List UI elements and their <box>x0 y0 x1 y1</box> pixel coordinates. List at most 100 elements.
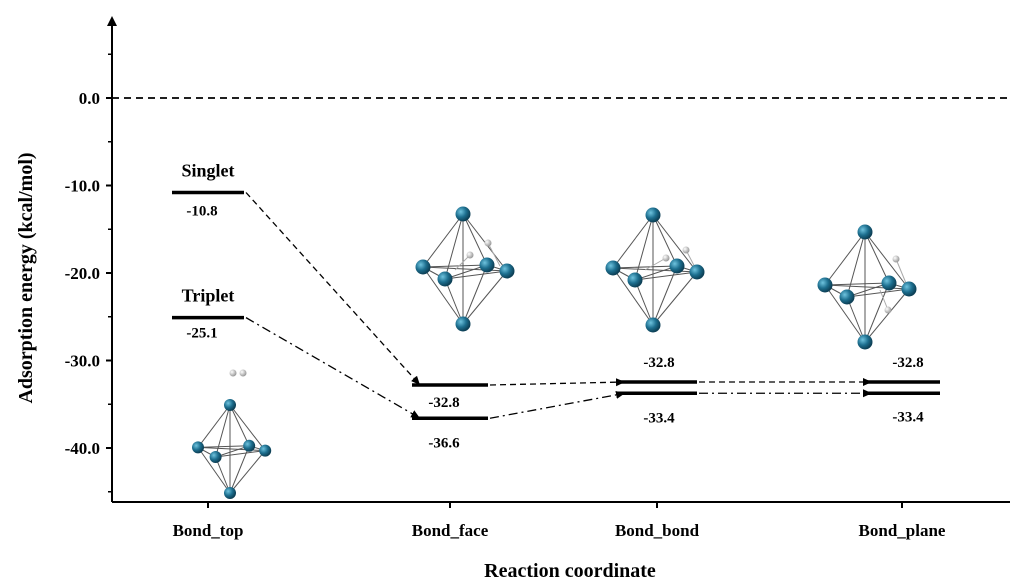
cluster-bond <box>652 265 678 326</box>
value-label-triplet-bond-top: -25.1 <box>186 326 217 342</box>
molecule-bond-top <box>192 399 272 499</box>
metal-atom <box>645 207 661 223</box>
metal-atom <box>627 272 643 288</box>
cluster-bond <box>824 284 866 343</box>
metal-atom <box>881 275 897 291</box>
cluster-bond <box>612 267 654 326</box>
molecule-bond-face <box>415 206 515 332</box>
value-label-singlet-bond-top: -10.8 <box>186 204 217 220</box>
y-ticks: 0.0 -10.0 -20.0 -30.0 -40.0 <box>65 53 112 493</box>
connector-triplet-1 <box>245 317 421 419</box>
metal-atom <box>605 260 621 276</box>
cluster-bond <box>229 450 266 494</box>
connector-singlet-2 <box>489 378 626 387</box>
connector-triplet-2 <box>489 390 626 419</box>
molecule-bond-plane <box>817 224 917 350</box>
adsorbate-bond <box>879 289 889 311</box>
axes <box>107 16 1010 503</box>
hydrogen-atom <box>892 255 900 263</box>
value-label-triplet-bond-plane: -33.4 <box>892 409 924 425</box>
connector-lines <box>245 192 872 419</box>
energy-levels <box>172 190 940 420</box>
y-tick-label: 0.0 <box>79 89 100 108</box>
cluster-bond <box>444 270 508 280</box>
metal-atom <box>415 259 431 275</box>
metal-atom <box>499 263 515 279</box>
metal-atom <box>455 206 471 222</box>
metal-atom <box>437 271 453 287</box>
cluster-bond <box>197 404 231 448</box>
cluster-bond <box>824 284 910 290</box>
x-axis-title: Reaction coordinate <box>484 560 656 582</box>
value-labels: -10.8 -32.8 -32.8 -32.8 -25.1 -36.6 -33.4 -33.4 <box>186 204 924 452</box>
adsorbate-bond <box>644 257 667 271</box>
molecule-illustrations <box>192 206 917 499</box>
metal-atom <box>224 487 236 499</box>
state-label-triplet: Triplet <box>182 286 235 306</box>
metal-atom <box>689 264 705 280</box>
y-tick-label: -30.0 <box>65 352 100 371</box>
cluster-bond <box>634 271 698 281</box>
cluster-bond <box>846 296 866 343</box>
cluster-bond <box>422 266 508 272</box>
adsorbate-bond <box>487 242 501 267</box>
cluster-bond <box>462 270 508 325</box>
cluster-bond <box>462 213 488 266</box>
cluster-bond <box>215 450 266 458</box>
metal-atom <box>901 281 917 297</box>
hydrogen-atom <box>466 251 474 259</box>
cluster-bond <box>864 282 890 343</box>
metal-atom <box>259 444 272 457</box>
cluster-bond <box>197 445 250 448</box>
x-tick-label-bond-face: Bond_face <box>412 521 489 540</box>
cluster-bond <box>229 404 250 447</box>
cluster-bond <box>612 265 678 269</box>
cluster-bond <box>846 288 910 298</box>
hydrogen-atom <box>484 239 492 247</box>
metal-atom <box>857 334 873 350</box>
value-label-singlet-bond-bond: -32.8 <box>643 355 674 371</box>
cluster-bond <box>824 282 890 286</box>
y-axis-arrow <box>107 16 117 26</box>
value-label-triplet-bond-bond: -33.4 <box>643 410 675 426</box>
hydrogen-atom <box>682 246 690 254</box>
hydrogen-atom <box>884 306 892 314</box>
cluster-bond <box>652 214 698 273</box>
cluster-bond <box>864 231 890 284</box>
metal-atom <box>479 257 495 273</box>
metal-atom <box>857 224 873 240</box>
hydrogen-atom <box>229 369 237 377</box>
cluster-bond <box>215 456 231 494</box>
cluster-bond <box>612 267 698 273</box>
metal-atom <box>455 316 471 332</box>
state-label-singlet: Singlet <box>181 161 234 181</box>
metal-atom <box>817 277 833 293</box>
value-label-singlet-bond-plane: -32.8 <box>892 355 923 371</box>
x-tick-label-bond-bond: Bond_bond <box>615 521 700 540</box>
x-tick-label-bond-plane: Bond_plane <box>859 521 946 540</box>
x-tick-label-bond-top: Bond_top <box>173 521 244 540</box>
metal-atom <box>645 317 661 333</box>
cluster-bond <box>824 231 866 286</box>
cluster-bond <box>229 404 266 451</box>
metal-atom <box>243 439 256 452</box>
cluster-bond <box>444 278 464 325</box>
cluster-bond <box>197 447 231 494</box>
cluster-bond <box>422 266 464 325</box>
value-label-singlet-bond-face: -32.8 <box>428 395 459 411</box>
cluster-bond <box>652 214 678 267</box>
hydrogen-atom <box>239 369 247 377</box>
cluster-bond <box>229 445 250 494</box>
value-label-triplet-bond-face: -36.6 <box>428 435 460 451</box>
state-labels: Singlet Triplet <box>181 161 234 306</box>
y-tick-label: -20.0 <box>65 264 100 283</box>
connector-singlet-1 <box>245 192 421 386</box>
y-tick-label: -40.0 <box>65 439 100 458</box>
metal-atom <box>209 451 222 463</box>
y-axis-title: Adsorption energy (kcal/mol) <box>15 152 37 403</box>
cluster-bond <box>197 446 266 452</box>
molecule-bond-bond <box>605 207 705 333</box>
cluster-bond <box>612 214 654 269</box>
metal-atom <box>192 441 204 454</box>
